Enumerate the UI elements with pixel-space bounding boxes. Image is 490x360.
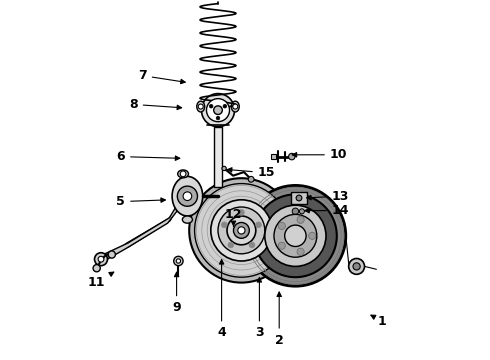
Circle shape <box>227 216 256 245</box>
Circle shape <box>238 227 245 234</box>
Ellipse shape <box>182 216 193 223</box>
Text: 1: 1 <box>371 315 386 328</box>
Text: 15: 15 <box>227 166 275 179</box>
Circle shape <box>349 258 365 274</box>
Polygon shape <box>101 200 180 263</box>
Ellipse shape <box>231 101 239 112</box>
Bar <box>214 127 222 187</box>
Circle shape <box>198 104 203 109</box>
Bar <box>270 154 276 159</box>
Text: 5: 5 <box>117 195 166 208</box>
Circle shape <box>285 225 306 247</box>
Circle shape <box>228 242 234 248</box>
Circle shape <box>189 178 294 283</box>
Circle shape <box>292 208 298 215</box>
Ellipse shape <box>290 206 307 216</box>
Circle shape <box>216 116 220 120</box>
Text: 12: 12 <box>225 208 242 226</box>
Circle shape <box>214 106 222 114</box>
Circle shape <box>218 207 265 254</box>
Circle shape <box>174 256 183 266</box>
Circle shape <box>256 222 261 228</box>
Circle shape <box>278 242 285 249</box>
Circle shape <box>223 104 227 108</box>
Circle shape <box>274 215 317 257</box>
Ellipse shape <box>178 170 189 178</box>
Ellipse shape <box>172 176 203 216</box>
Circle shape <box>245 185 346 286</box>
Circle shape <box>98 256 104 262</box>
Circle shape <box>183 192 192 201</box>
Circle shape <box>309 232 316 239</box>
Circle shape <box>233 104 238 109</box>
Circle shape <box>211 200 272 261</box>
Circle shape <box>254 194 337 277</box>
Text: 10: 10 <box>292 148 347 161</box>
Bar <box>291 192 307 204</box>
Circle shape <box>176 259 180 263</box>
Circle shape <box>195 184 288 277</box>
Circle shape <box>249 242 255 248</box>
Circle shape <box>233 222 249 238</box>
Circle shape <box>209 104 213 108</box>
Circle shape <box>297 248 304 255</box>
Circle shape <box>108 251 116 258</box>
Circle shape <box>201 94 235 127</box>
Circle shape <box>221 222 227 228</box>
Circle shape <box>289 153 295 160</box>
Text: 4: 4 <box>217 260 226 339</box>
Text: 2: 2 <box>275 292 284 347</box>
Text: 14: 14 <box>305 204 349 217</box>
Circle shape <box>95 253 107 266</box>
Circle shape <box>180 171 186 177</box>
Circle shape <box>248 176 254 182</box>
Text: 8: 8 <box>129 98 182 111</box>
Text: 7: 7 <box>138 69 185 84</box>
Circle shape <box>239 210 245 215</box>
Circle shape <box>296 195 302 201</box>
Circle shape <box>299 209 304 214</box>
Ellipse shape <box>197 101 205 112</box>
Circle shape <box>265 205 326 266</box>
Text: 3: 3 <box>255 278 264 339</box>
Text: 11: 11 <box>88 272 114 289</box>
Circle shape <box>278 222 285 230</box>
Circle shape <box>93 265 100 272</box>
Circle shape <box>222 166 226 171</box>
Circle shape <box>177 186 197 206</box>
Text: 6: 6 <box>117 150 180 163</box>
Text: 13: 13 <box>307 190 349 203</box>
Text: 9: 9 <box>172 272 181 314</box>
Circle shape <box>297 216 304 224</box>
Circle shape <box>206 99 229 122</box>
Circle shape <box>353 263 360 270</box>
